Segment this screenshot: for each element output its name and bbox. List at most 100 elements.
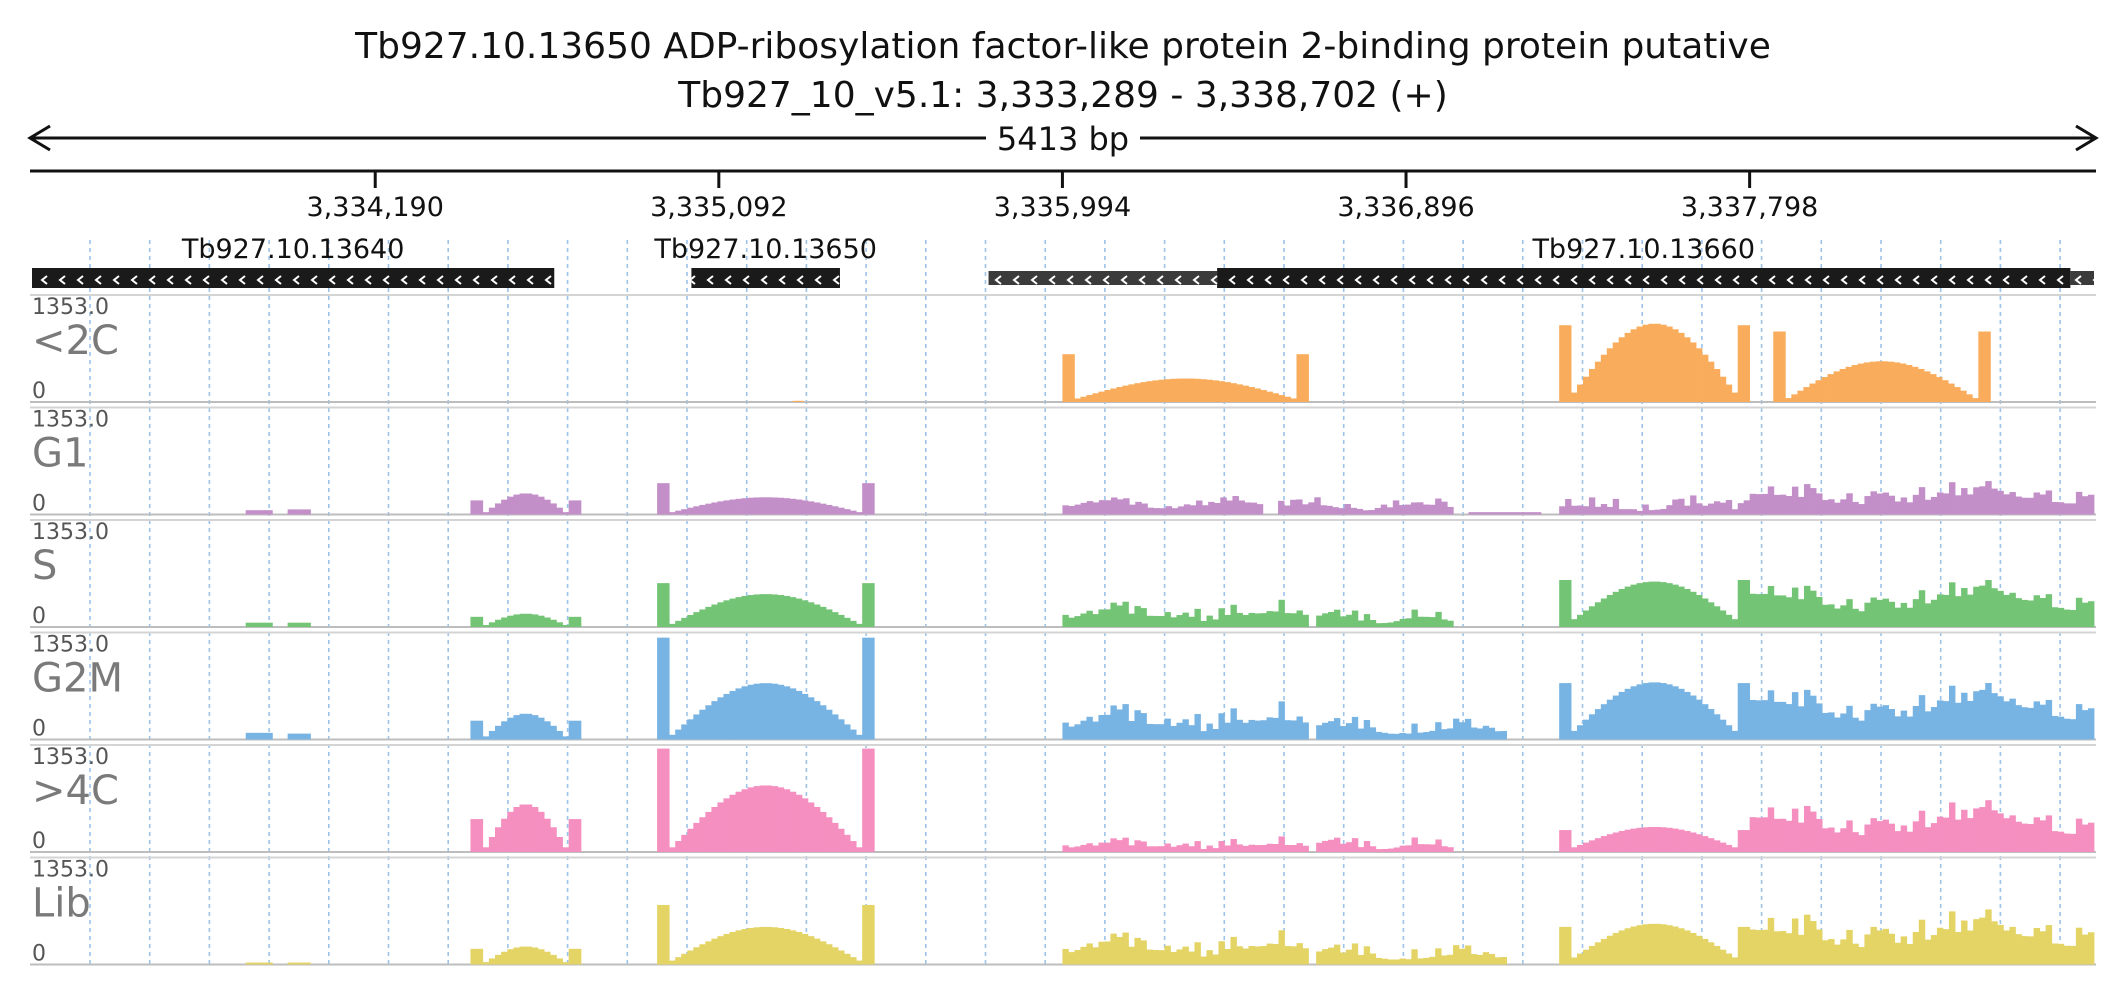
coverage-bar [1405, 845, 1412, 852]
coverage-bar [513, 807, 520, 852]
coverage-bar [1888, 933, 1896, 965]
coverage-bar [1441, 619, 1448, 627]
coverage-bar [729, 499, 736, 515]
coverage-bar [1707, 709, 1715, 740]
coverage-bar [1672, 686, 1679, 740]
coverage-bar [856, 623, 863, 627]
coverage-bar [1648, 323, 1655, 402]
coverage-bar [856, 847, 863, 852]
coverage-bar [1594, 838, 1602, 852]
coverage-bar [1571, 505, 1578, 515]
coverage-bar [807, 802, 815, 852]
coverage-bar [1480, 512, 1487, 515]
coverage-bar [1278, 701, 1285, 740]
coverage-bar [1200, 848, 1207, 852]
coverage-bar [1447, 620, 1454, 627]
coverage-bar [1767, 585, 1775, 627]
coverage-bar [568, 616, 576, 627]
coverage-bar [1942, 817, 1950, 852]
coverage-bar [687, 614, 694, 627]
coverage-bar [1642, 582, 1649, 627]
coverage-bar [1773, 595, 1781, 627]
coverage-bar [1134, 710, 1141, 740]
coverage-bar [1308, 502, 1315, 515]
coverage-bar [1399, 845, 1406, 852]
coverage-bar [287, 622, 294, 627]
coverage-bar [747, 684, 755, 740]
coverage-bar [1164, 945, 1171, 965]
coverage-bar [1068, 952, 1075, 965]
coverage-bar [531, 494, 539, 515]
coverage-bar [801, 798, 809, 852]
coverage-bar [470, 500, 477, 515]
coverage-bar [1429, 617, 1436, 627]
coverage-bar [1200, 731, 1207, 740]
coverage-bar [544, 818, 551, 852]
coverage-bar [1707, 503, 1715, 515]
coverage-bar [844, 617, 851, 627]
coverage-bar [717, 697, 724, 740]
coverage-bar [1582, 949, 1590, 965]
coverage-bar [850, 841, 857, 852]
coverage-bar [1755, 930, 1763, 965]
coverage-bar [1954, 387, 1961, 402]
coverage-bar [1702, 354, 1709, 402]
coverage-bar [1936, 377, 1943, 402]
coverage-bar [850, 620, 857, 627]
coverage-bar [1618, 589, 1626, 627]
coverage-bar [1858, 720, 1865, 740]
coverage-bar [1206, 950, 1213, 965]
coverage-bar [1266, 391, 1273, 402]
coverage-bar [826, 944, 833, 965]
coverage-bar [1230, 708, 1237, 740]
coverage-bar [1200, 956, 1207, 965]
coverage-bar [1949, 685, 1956, 740]
coverage-bar [1858, 835, 1865, 852]
coverage-bar [1678, 586, 1685, 627]
coverage-bar [1110, 705, 1117, 740]
coverage-bar [1158, 615, 1165, 627]
coverage-bar [838, 614, 845, 627]
coverage-bar [1834, 944, 1841, 965]
coverage-bar [1654, 826, 1661, 852]
coverage-bar [2033, 492, 2041, 515]
coverage-bar [729, 794, 736, 852]
coverage-bar [1967, 494, 1974, 515]
axis-tick-label: 3,335,994 [994, 192, 1131, 223]
coverage-bar [1183, 504, 1191, 515]
coverage-bar [1357, 728, 1365, 740]
coverage-bar [783, 686, 791, 740]
coverage-bar [1719, 610, 1727, 627]
coverage-bar [1985, 909, 1992, 965]
coverage-bar [1333, 718, 1341, 740]
coverage-bar [1140, 608, 1147, 627]
coverage-bar [1594, 602, 1602, 627]
coverage-bar [2033, 817, 2041, 852]
coverage-bar [1690, 932, 1697, 965]
coverage-bar [1864, 602, 1871, 627]
coverage-bar [747, 787, 755, 852]
coverage-bar [1942, 929, 1950, 965]
coverage-bar [2081, 496, 2089, 515]
coverage-bar [1260, 845, 1267, 852]
coverage-bar [1140, 382, 1147, 402]
coverage-bar [1405, 733, 1412, 740]
coverage-bar [1949, 582, 1956, 627]
coverage-bar [1429, 844, 1436, 852]
coverage-bar [519, 804, 527, 852]
coverage-bar [2039, 820, 2047, 852]
coverage-bar [2039, 931, 2047, 965]
coverage-bar [1804, 585, 1811, 627]
coverage-bar [1672, 584, 1679, 627]
coverage-bar [1828, 712, 1835, 740]
coverage-bar [265, 732, 273, 740]
coverage-bar [723, 933, 730, 965]
coverage-bar [1429, 504, 1436, 515]
coverage-bar [1846, 599, 1853, 627]
coverage-bar [789, 688, 797, 740]
coverage-bar [777, 684, 785, 740]
coverage-bar [1594, 506, 1602, 515]
coverage-bar [795, 598, 803, 627]
coverage-bar [711, 938, 718, 965]
coverage-bar [519, 946, 527, 965]
